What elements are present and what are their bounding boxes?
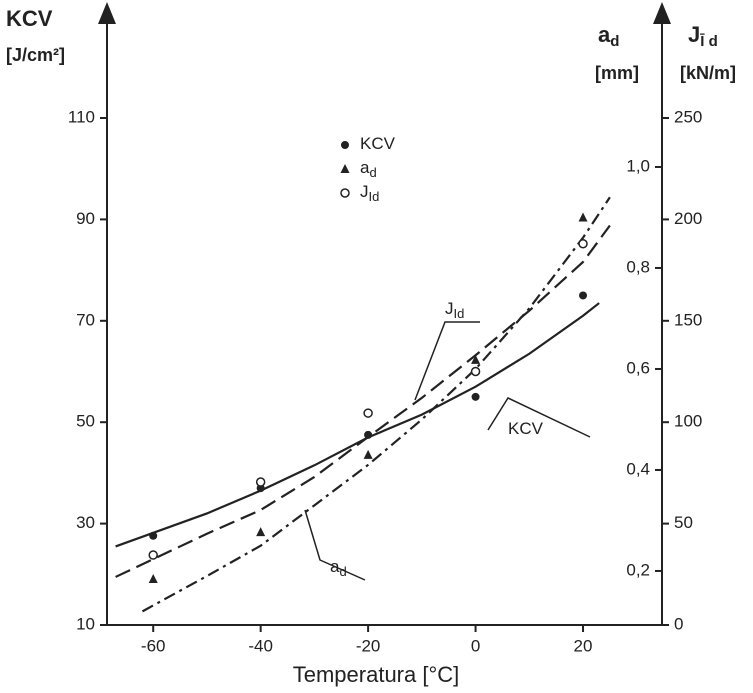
legend-label: ad: [360, 158, 377, 180]
axes: [106, 22, 663, 626]
point: [341, 141, 349, 149]
y3-tick-label: 0: [674, 614, 683, 633]
curve-label: ad: [330, 557, 347, 579]
fit-line: [115, 302, 600, 548]
point: [579, 291, 588, 300]
x-axis-title: Temperatura [°C]: [293, 662, 460, 687]
y3-title-sub: Ī d: [699, 33, 718, 50]
point: [363, 408, 373, 418]
y-tick-label: 10: [76, 614, 95, 633]
y3-tick-label: 150: [674, 310, 702, 329]
annotation-leader: [304, 509, 366, 581]
point: [470, 366, 481, 377]
point: [363, 449, 373, 459]
annotation-leader: [487, 397, 591, 438]
legend-name: KCV: [360, 134, 396, 153]
y-axis-arrow: [98, 2, 116, 24]
y-tick-label: 110: [68, 107, 95, 126]
y2-axis-unit: [mm]: [595, 63, 639, 83]
curve-label: KCV: [508, 419, 544, 438]
point: [340, 164, 350, 173]
point: [256, 527, 266, 537]
y3-tick-label: 250: [674, 107, 702, 126]
y-axis-title: KCV: [6, 6, 53, 31]
fit-line: [141, 196, 611, 613]
point: [471, 354, 481, 364]
y3-tick-label: 200: [674, 209, 702, 228]
point: [578, 238, 588, 249]
x-tick-label: -40: [248, 636, 273, 655]
legend-label: JId: [360, 182, 379, 204]
y2-axis-arrow: [653, 2, 671, 24]
x-tick-label: -60: [141, 636, 166, 655]
y2-tick-label: 0,4: [626, 459, 650, 478]
point: [149, 531, 158, 540]
x-tick-label: -20: [356, 636, 381, 655]
y2-tick-label: 0,6: [626, 358, 650, 377]
y3-tick-label: 100: [674, 412, 702, 431]
y2-tick-label: 0,8: [626, 257, 650, 276]
y3-title-main: J: [688, 22, 700, 47]
y3-axis-title: JĪ d: [688, 22, 718, 50]
curve-label: JId: [445, 299, 464, 321]
y-tick-label: 90: [76, 209, 95, 228]
x-tick-label: 0: [471, 636, 480, 655]
legend-sub: d: [369, 165, 376, 180]
curve-label-sub: Id: [454, 306, 465, 321]
curve-label-sub: d: [339, 564, 346, 579]
legend-name: J: [360, 182, 369, 201]
y2-title-main: a: [598, 22, 611, 47]
point: [578, 212, 588, 222]
point: [148, 574, 158, 584]
y3-tick-label: 50: [674, 513, 693, 532]
y2-tick-label: 1,0: [626, 156, 650, 175]
curve-label-name: J: [445, 299, 454, 318]
x-tick-label: 20: [574, 636, 593, 655]
y-tick-label: 50: [76, 412, 95, 431]
y2-axis-title: ad: [598, 22, 619, 50]
y3-axis-unit: [kN/m]: [680, 63, 736, 83]
point: [471, 392, 480, 401]
y-tick-label: 70: [76, 310, 95, 329]
curve-label-name: KCV: [508, 419, 544, 438]
fit-line: [115, 224, 611, 578]
point: [148, 550, 158, 560]
curve-label-name: a: [330, 557, 340, 576]
point: [340, 188, 350, 198]
y-axis-unit: [J/cm²]: [6, 45, 65, 65]
y2-tick-label: 0,2: [626, 560, 650, 579]
y2-title-sub: d: [610, 33, 619, 50]
point: [255, 477, 266, 487]
legend-sub: Id: [369, 189, 380, 204]
legend-name: a: [360, 158, 370, 177]
legend-label: KCV: [360, 134, 396, 153]
annotation-leader: [414, 321, 480, 401]
y-tick-label: 30: [76, 513, 95, 532]
